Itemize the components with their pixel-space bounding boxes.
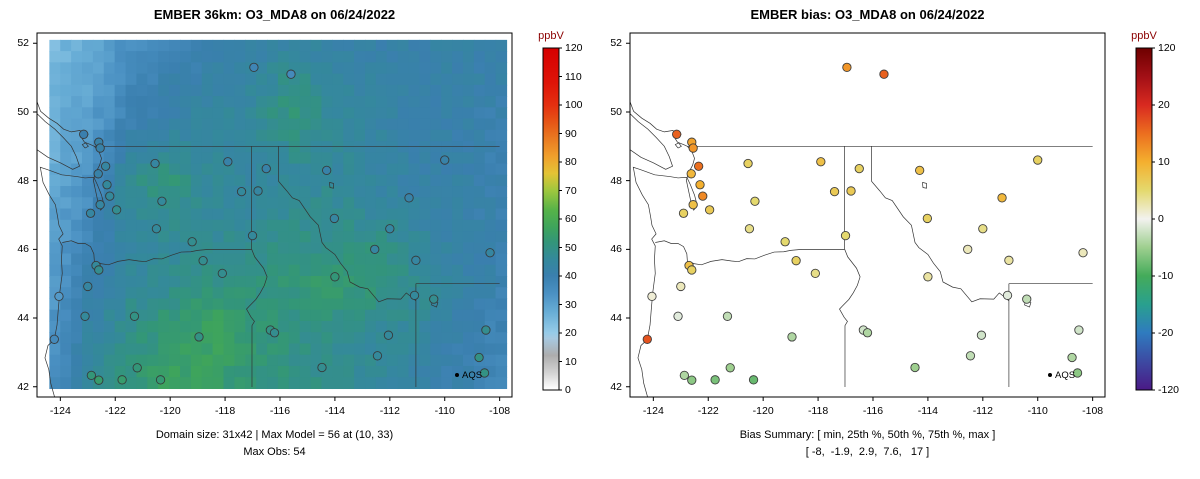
- left-x-tick-label: -114: [324, 405, 346, 417]
- left-x-tick-label: -122: [104, 405, 126, 417]
- right-colorbar-tick-label: 10: [1158, 156, 1170, 168]
- right-colorbar-tick-label: -120: [1158, 384, 1180, 396]
- left-colorbar-tick-label: 60: [565, 213, 577, 225]
- right-y-tick-label: 52: [610, 37, 622, 50]
- left-x-tick-label: -108: [489, 405, 511, 417]
- left-x-tick-label: -124: [49, 405, 71, 417]
- left-y-tick-label: 48: [17, 174, 29, 187]
- right-x-tick-label: -108: [1082, 405, 1104, 417]
- left-caption-line1: Domain size: 31x42 | Max Model = 56 at (…: [155, 429, 394, 441]
- aqs-point-marker: [455, 373, 459, 377]
- right-colorbar-tick-label: -20: [1158, 327, 1174, 339]
- right-colorbar-tick-label: 120: [1158, 42, 1176, 54]
- right-caption-line2: [ -8, -1.9, 2.9, 7.6, 17 ]: [805, 446, 930, 458]
- left-colorbar-tick-label: 50: [565, 241, 577, 254]
- right-aqs-legend: AQS: [1048, 370, 1075, 381]
- left-aqs-legend: AQS: [455, 370, 482, 381]
- right-caption-line1: Bias Summary: [ min, 25th %, 50th %, 75t…: [739, 429, 996, 441]
- right-y-tick-label: 44: [610, 312, 622, 325]
- left-colorbar-tick-label: 110: [565, 70, 582, 83]
- right-y-tick-label: 48: [610, 174, 622, 187]
- right-y-tick-label: 42: [610, 380, 622, 393]
- right-x-tick-label: -116: [862, 405, 884, 417]
- left-y-tick-label: 50: [17, 105, 29, 118]
- right-x-tick-label: -112: [972, 405, 993, 417]
- left-colorbar-tick-label: 40: [565, 270, 577, 282]
- left-x-tick-label: -116: [269, 405, 291, 417]
- right-colorbar-tick-label: 0: [1158, 213, 1164, 225]
- right-x-tick-label: -118: [807, 405, 829, 417]
- left-y-tick-label: 46: [17, 243, 29, 256]
- left-caption-line2: Max Obs: 54: [243, 446, 306, 458]
- left-panel-title: EMBER 36km: O3_MDA8 on 06/24/2022: [153, 7, 396, 22]
- aqs-legend-label: AQS: [1055, 370, 1076, 381]
- left-colorbar-tick-label: 10: [565, 355, 577, 368]
- left-colorbar-tick-label: 120: [565, 42, 583, 54]
- left-y-tick-label: 44: [17, 312, 29, 325]
- left-x-tick-label: -110: [434, 405, 455, 417]
- aqs-legend-label: AQS: [462, 370, 483, 381]
- right-colorbar-unit-label: ppbV: [1131, 30, 1157, 42]
- right-panel-title: EMBER bias: O3_MDA8 on 06/24/2022: [750, 7, 985, 22]
- left-colorbar-tick-label: 20: [565, 327, 577, 339]
- left-colorbar-tick-label: 30: [565, 298, 577, 311]
- left-colorbar-tick-label: 100: [565, 99, 583, 111]
- left-x-tick-label: -120: [159, 405, 181, 417]
- left-y-tick-label: 52: [17, 37, 29, 50]
- left-x-tick-label: -112: [379, 405, 400, 417]
- right-x-tick-label: -122: [697, 405, 719, 417]
- right-colorbar-tick-label: -10: [1158, 270, 1174, 282]
- right-x-tick-label: -124: [642, 405, 664, 417]
- left-colorbar-tick-label: 0: [565, 384, 571, 396]
- right-y-tick-label: 46: [610, 243, 622, 256]
- left-colorbar-tick-label: 70: [565, 184, 577, 197]
- right-colorbar-tick-label: 20: [1158, 99, 1170, 111]
- left-y-tick-label: 42: [17, 380, 29, 393]
- right-x-tick-label: -110: [1027, 405, 1048, 417]
- left-colorbar-unit-label: ppbV: [538, 30, 564, 42]
- right-x-tick-label: -120: [752, 405, 774, 417]
- left-colorbar-tick-label: 80: [565, 156, 577, 168]
- right-y-tick-label: 50: [610, 105, 622, 118]
- aqs-point-marker: [1048, 373, 1052, 377]
- right-x-tick-label: -114: [917, 405, 939, 417]
- left-x-tick-label: -118: [214, 405, 236, 417]
- left-colorbar-tick-label: 90: [565, 127, 577, 140]
